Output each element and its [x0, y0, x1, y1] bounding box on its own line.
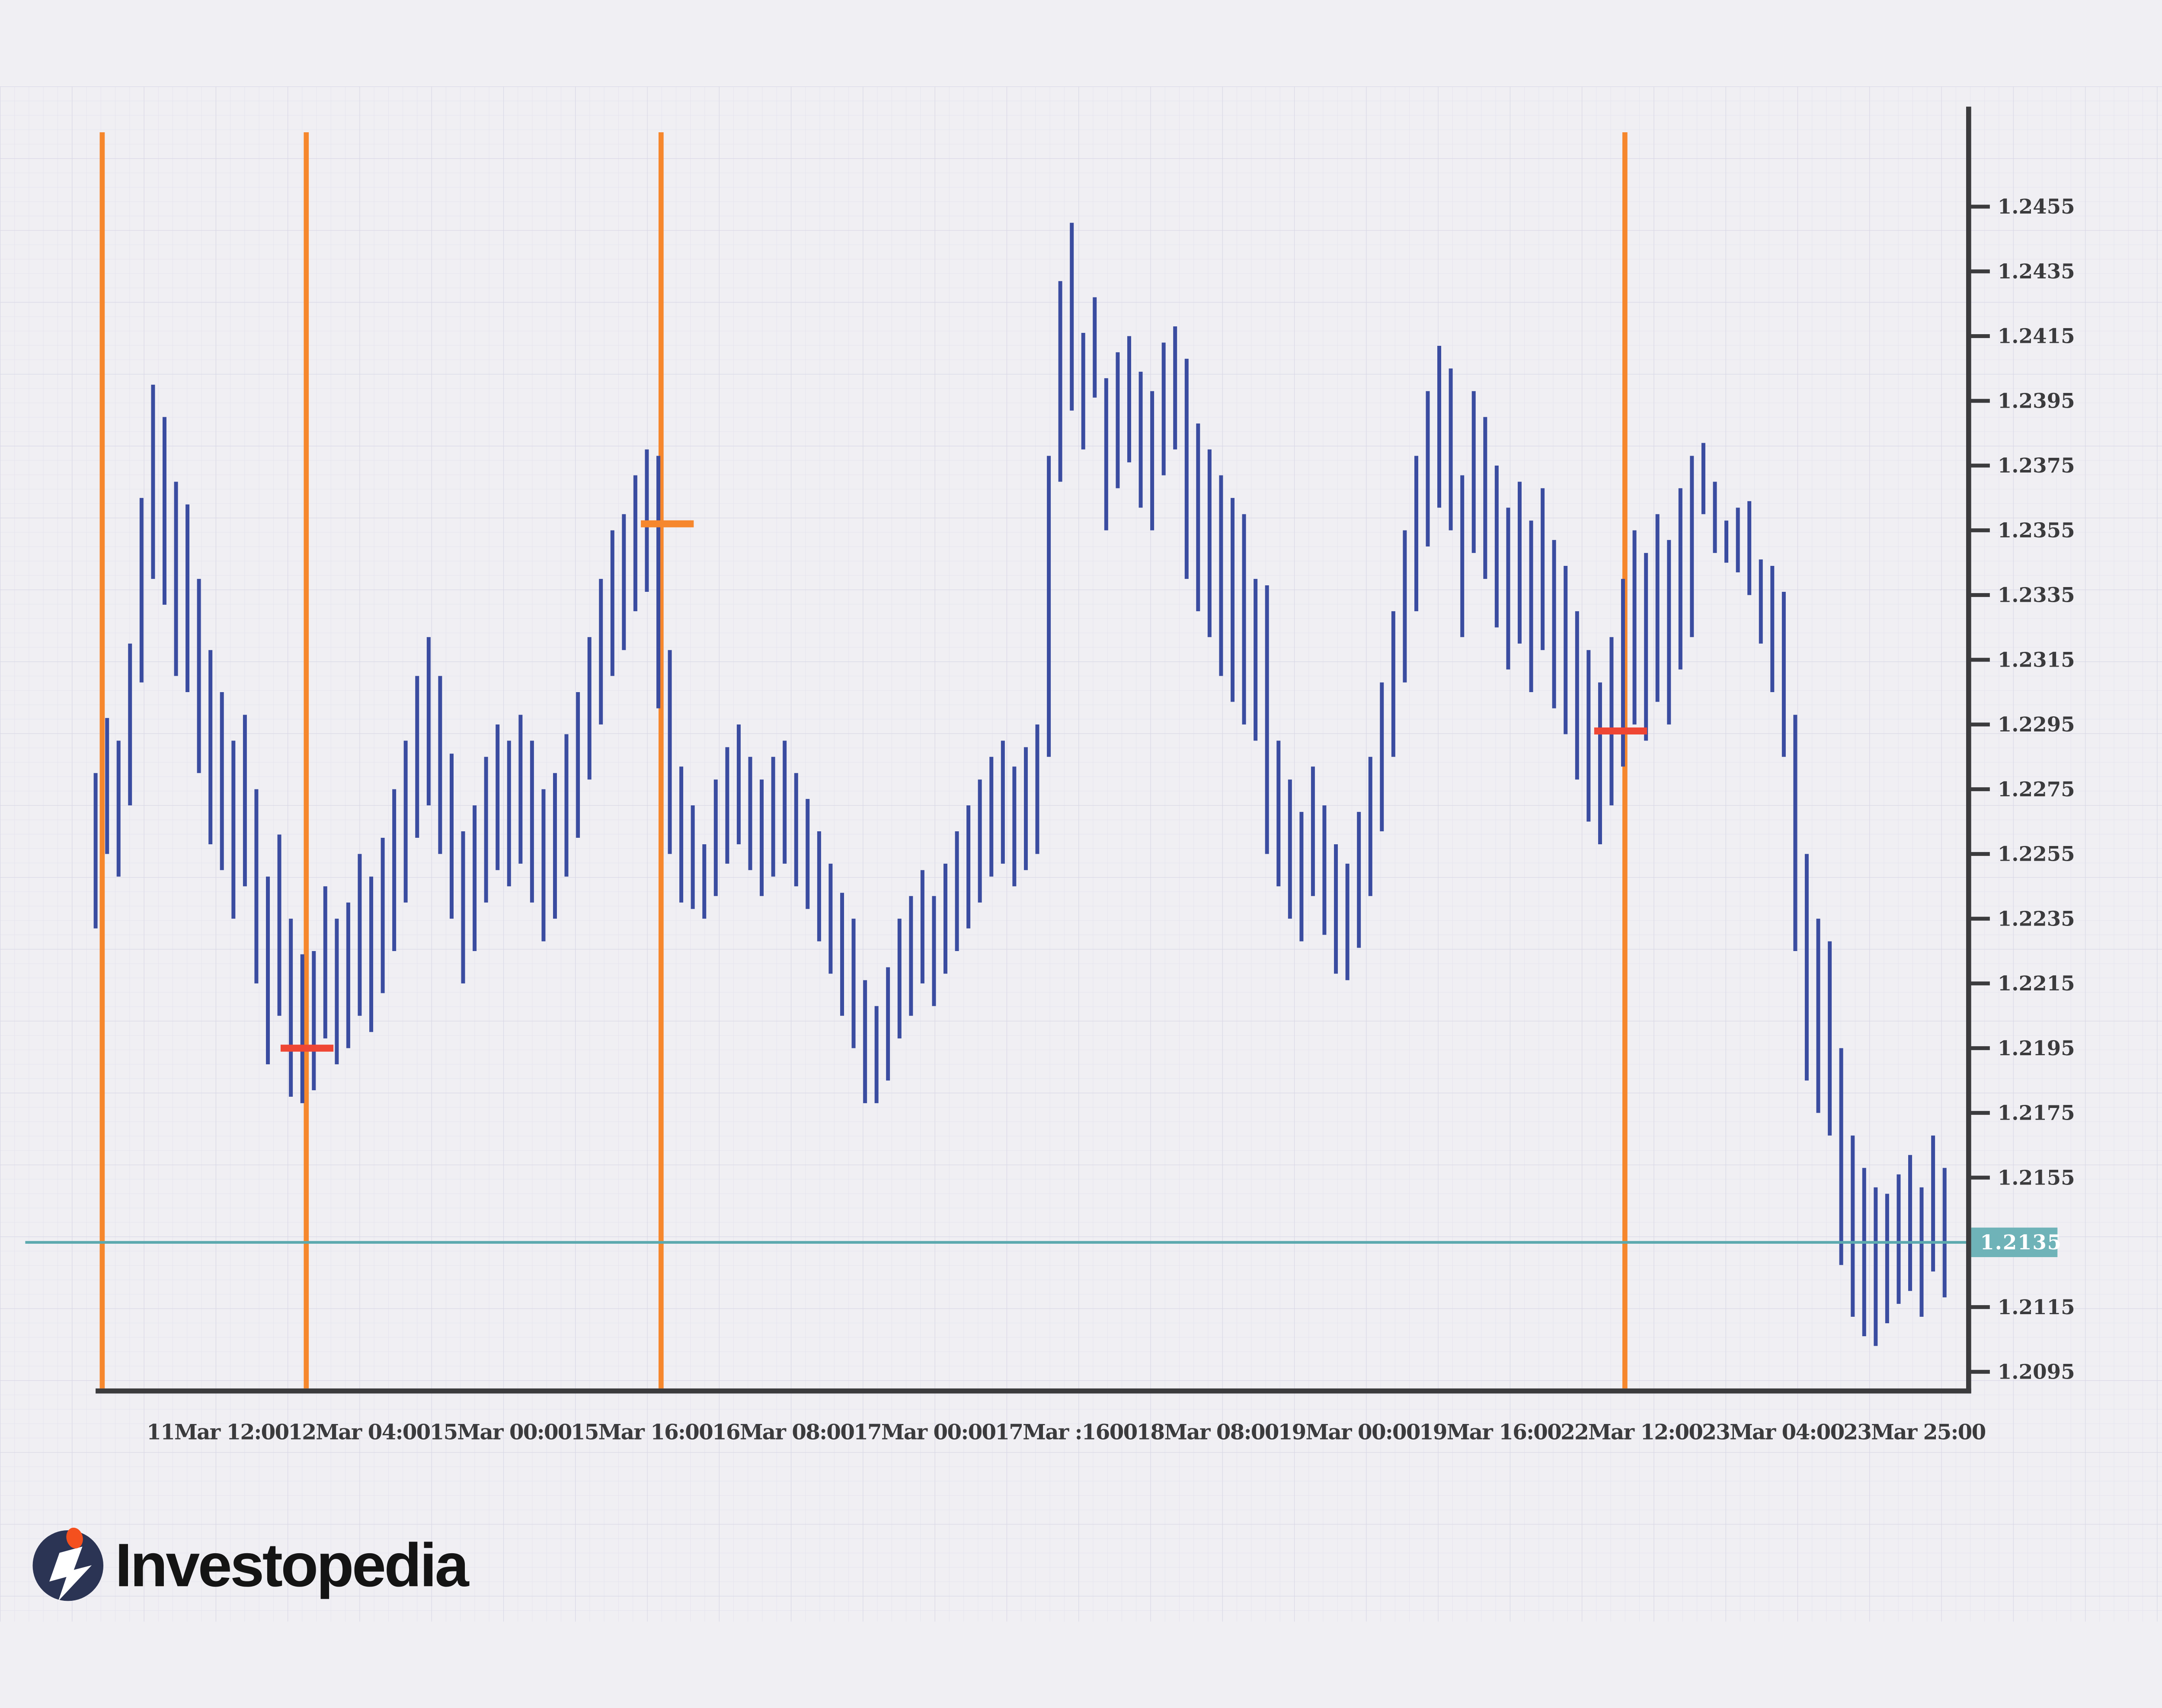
y-axis-tick — [1968, 463, 1990, 468]
y-axis-label: 1.2195 — [1998, 1037, 2075, 1060]
y-axis-tick — [1968, 399, 1990, 403]
y-axis-label: 1.2295 — [1998, 713, 2075, 737]
logo-bolt-i-icon — [49, 1546, 92, 1601]
x-axis-label: 18Mar 08:00 — [1136, 1420, 1278, 1445]
investopedia-logo: Investopedia — [32, 1527, 471, 1601]
current-price-label-box — [1971, 1227, 2058, 1258]
y-axis-tick — [1968, 722, 1990, 727]
y-axis-tick — [1968, 528, 1990, 533]
x-axis-label: 12Mar 04:00 — [288, 1420, 430, 1445]
axes — [96, 106, 1971, 1394]
logo-wordmark: Investopedia — [115, 1531, 470, 1599]
x-axis-label: 19Mar 16:00 — [1419, 1420, 1561, 1445]
entry-exit-marker-ticks — [280, 520, 1647, 1052]
y-axis-label: 1.2175 — [1998, 1101, 2075, 1125]
y-axis-label: 1.2375 — [1998, 454, 2075, 478]
y-axis-label: 1.2395 — [1998, 389, 2075, 413]
y-axis-labels: 1.2455 1.2435 1.2415 1.2395 1.2375 1.2355 1.23… — [1998, 195, 2075, 1384]
y-axis-label: 1.2355 — [1998, 519, 2075, 543]
y-axis-tick — [1968, 204, 1990, 209]
x-axis-label: 15Mar 16:00 — [571, 1420, 713, 1445]
marker-tick — [1594, 727, 1647, 734]
price-bars — [93, 223, 1947, 1346]
y-axis-label: 1.2235 — [1998, 907, 2075, 931]
marker-tick — [641, 520, 694, 527]
x-axis-label: 17Mar 00:00 — [854, 1420, 995, 1445]
y-axis-label: 1.2455 — [1998, 195, 2075, 219]
y-axis-tick — [1968, 1305, 1990, 1309]
y-axis-tick — [1968, 658, 1990, 662]
y-axis-tick — [1968, 269, 1990, 274]
x-axis-label: 22Mar 12:00 — [1561, 1420, 1702, 1445]
y-axis-tick — [1968, 916, 1990, 921]
logo-i-dot-icon — [66, 1527, 83, 1548]
y-axis-ticks — [1968, 204, 1990, 1374]
y-axis-label: 1.2255 — [1998, 843, 2075, 866]
y-axis-tick — [1968, 1175, 1990, 1180]
y-axis-line — [1966, 106, 1971, 1393]
x-axis-label: 23Mar 04:00 — [1702, 1420, 1844, 1445]
y-axis-label: 1.2215 — [1998, 972, 2075, 996]
y-axis-label: 1.2095 — [1998, 1360, 2075, 1384]
x-axis-label: 19Mar 00:00 — [1278, 1420, 1420, 1445]
marker-tick — [280, 1044, 334, 1052]
y-axis-label: 1.2155 — [1998, 1166, 2075, 1190]
y-axis-tick — [1968, 981, 1990, 986]
current-price-label: 1.2135 — [1980, 1231, 2062, 1255]
x-axis-label: 11Mar 12:00 — [147, 1420, 288, 1445]
y-axis-label: 1.2115 — [1998, 1296, 2075, 1319]
x-axis-label: 23Mar 25:00 — [1843, 1420, 1985, 1445]
x-axis-line — [96, 1388, 1971, 1394]
y-axis-tick — [1968, 1111, 1990, 1115]
current-price-line-group: 1.2135 — [25, 1227, 2062, 1258]
y-axis-tick — [1968, 593, 1990, 597]
y-axis-label: 1.2435 — [1998, 260, 2075, 284]
y-axis-label: 1.2275 — [1998, 778, 2075, 801]
x-axis-label: 15Mar 00:00 — [430, 1420, 572, 1445]
y-axis-tick — [1968, 852, 1990, 856]
x-axis-label: 16Mar 08:00 — [712, 1420, 854, 1445]
price-bar-series — [93, 223, 1947, 1346]
x-axis-label: 17Mar :1600 — [995, 1420, 1137, 1445]
y-axis-tick — [1968, 334, 1990, 338]
y-axis-tick — [1968, 1046, 1990, 1050]
y-axis-label: 1.2415 — [1998, 325, 2075, 348]
y-axis-tick — [1968, 787, 1990, 792]
y-axis-label: 1.2335 — [1998, 584, 2075, 607]
y-axis-label: 1.2315 — [1998, 648, 2075, 672]
y-axis-tick — [1968, 1370, 1990, 1374]
